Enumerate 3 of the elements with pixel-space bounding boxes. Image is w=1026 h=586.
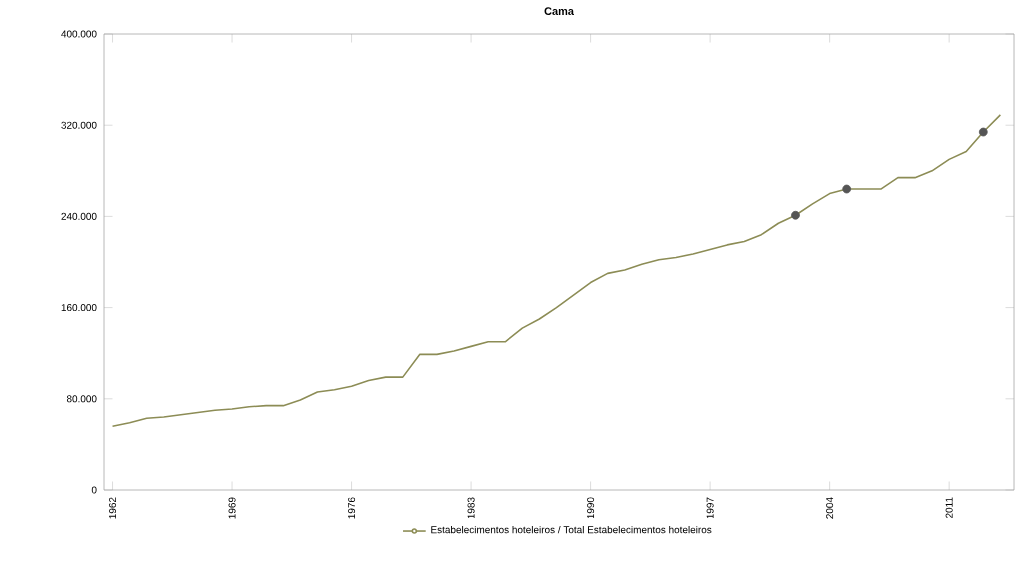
point — [842, 184, 852, 194]
point — [791, 210, 800, 220]
point — [978, 127, 988, 137]
